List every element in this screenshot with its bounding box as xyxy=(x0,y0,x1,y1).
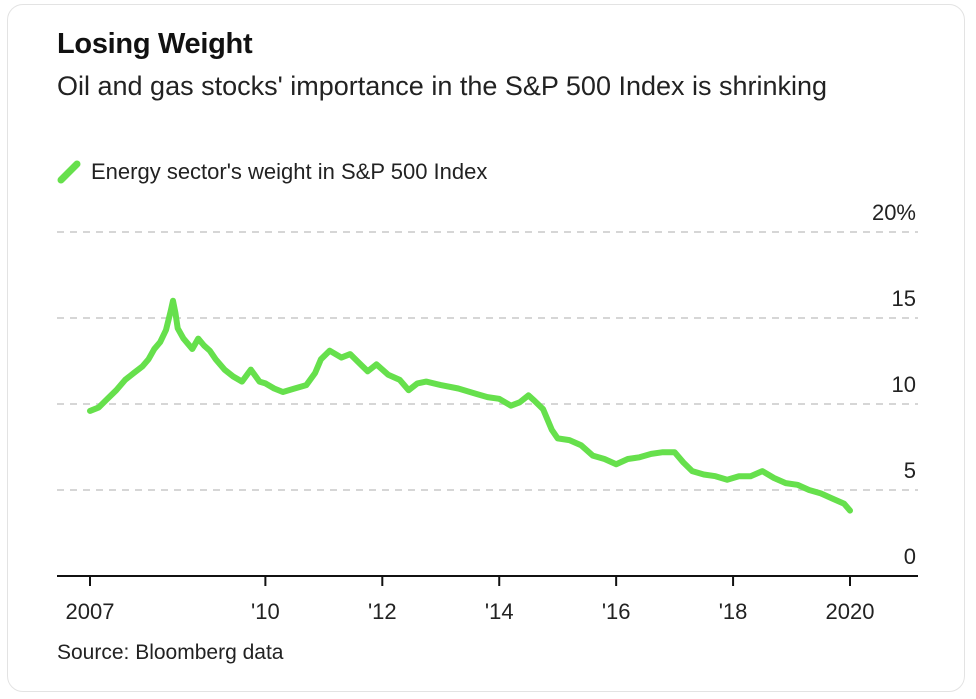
x-axis-ticks: 2007 '10 '12 '14 '16 '18 2020 xyxy=(66,576,875,624)
gridlines xyxy=(57,231,918,491)
legend-label: Energy sector's weight in S&P 500 Index xyxy=(91,159,488,184)
x-tick-label: 2020 xyxy=(826,599,875,624)
chart-subtitle: Oil and gas stocks' importance in the S&… xyxy=(57,71,828,101)
x-tick-label: 2007 xyxy=(66,599,115,624)
x-tick-label: '14 xyxy=(485,599,514,624)
x-tick-label: '10 xyxy=(251,599,280,624)
source-note: Source: Bloomberg data xyxy=(57,641,284,664)
legend: Energy sector's weight in S&P 500 Index xyxy=(57,156,487,188)
y-tick-label: 15 xyxy=(892,286,916,311)
chart-title: Losing Weight xyxy=(57,28,253,60)
series-line-energy-weight xyxy=(87,297,853,514)
x-tick-label: '12 xyxy=(368,599,397,624)
chart-card xyxy=(7,4,965,692)
y-tick-label: 0 xyxy=(904,544,916,569)
y-tick-label: 20% xyxy=(872,200,916,225)
y-axis-ticks: 20% 15 10 5 0 xyxy=(872,200,916,569)
x-tick-label: '16 xyxy=(602,599,631,624)
y-tick-label: 5 xyxy=(904,458,916,483)
legend-swatch-icon xyxy=(57,160,81,184)
y-tick-label: 10 xyxy=(892,372,916,397)
x-tick-label: '18 xyxy=(719,599,748,624)
